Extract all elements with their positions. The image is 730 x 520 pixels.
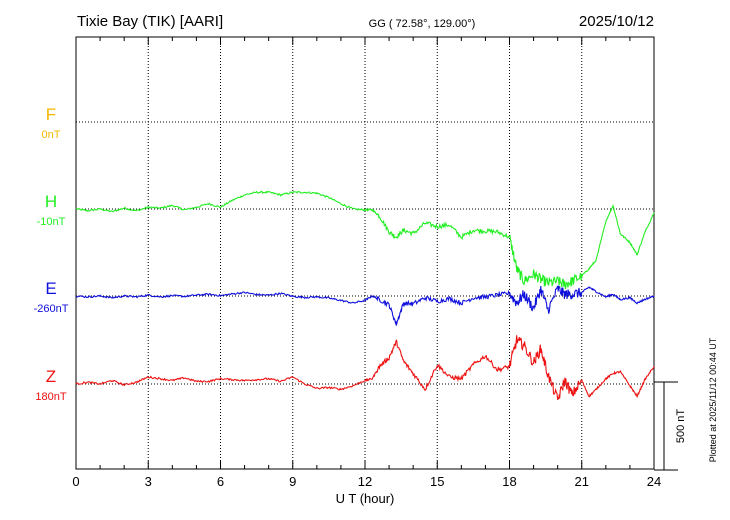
series-lines [75,190,655,401]
series-line-E [75,285,655,326]
x-tick-label: 9 [289,474,296,489]
series-baseline-H: -10nT [37,216,66,228]
series-baseline-E: -260nT [34,303,69,315]
series-line-H [75,190,655,290]
x-tick-label: 6 [217,474,224,489]
series-line-Z [75,335,655,401]
scale-bar-label: 500 nT [675,409,687,444]
x-tick-label: 3 [145,474,152,489]
series-name-F: F [46,105,56,124]
x-axis-ticks: 0 3 6 9 12 15 18 21 24 [72,37,661,489]
station-title: Tixie Bay (TIK) [AARI] [77,13,223,30]
series-baseline-F: 0nT [42,129,61,141]
x-tick-label: 24 [647,474,661,489]
x-tick-label: 18 [502,474,516,489]
x-tick-label: 21 [575,474,589,489]
scale-bar: 500 nT [654,381,687,471]
plotted-at-label: Plotted at 2025/11/12 00:44 UT [708,337,718,462]
series-baseline-Z: 180nT [35,391,66,403]
series-name-Z: Z [46,367,56,386]
grid-lines [76,37,654,469]
x-axis-label: U T (hour) [336,491,395,506]
x-tick-label: 0 [72,474,79,489]
date-label: 2025/10/12 [579,13,654,30]
x-tick-label: 12 [358,474,372,489]
coordinates-label: GG ( 72.58°, 129.00°) [369,18,476,30]
x-tick-label: 15 [430,474,444,489]
series-labels: F 0nT H -10nT E -260nT Z 180nT [34,105,69,403]
series-name-E: E [45,279,56,298]
series-name-H: H [45,192,57,211]
